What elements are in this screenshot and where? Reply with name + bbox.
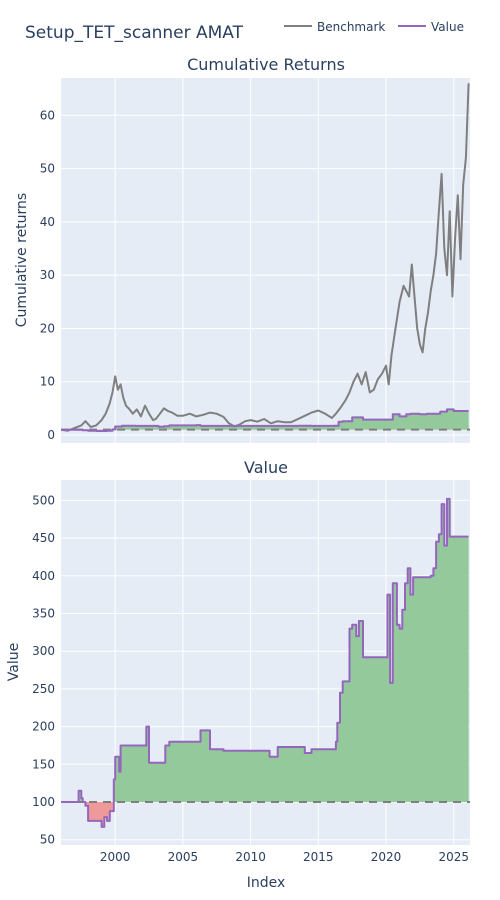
y-tick-label: 50 — [40, 833, 55, 847]
cumulative-returns-ylabel: Cumulative returns — [14, 193, 30, 327]
y-tick-label: 10 — [40, 375, 55, 389]
legend-value-label: Value — [431, 20, 464, 34]
x-tick-label: 2025 — [438, 850, 469, 864]
value-series-line — [61, 497, 469, 828]
y-tick-label: 450 — [32, 531, 55, 545]
legend: Benchmark Value — [284, 20, 464, 34]
value-series-line — [61, 408, 469, 432]
y-tick-label: 350 — [32, 606, 55, 620]
y-tick-label: 0 — [47, 428, 55, 442]
x-tick-label: 2015 — [303, 850, 334, 864]
y-tick-label: 150 — [32, 757, 55, 771]
legend-benchmark-label: Benchmark — [317, 20, 385, 34]
y-tick-label: 500 — [32, 493, 55, 507]
y-tick-label: 400 — [32, 569, 55, 583]
value-ylabel: Value — [6, 643, 22, 681]
figure-title: Setup_TET_scanner AMAT — [25, 23, 244, 43]
gain-area — [61, 498, 469, 803]
y-tick-label: 250 — [32, 682, 55, 696]
y-tick-label: 20 — [40, 321, 55, 335]
value-panel: 50 100 150 200 250 300 350 400 450 500 2000 2005 201… — [6, 458, 470, 891]
cumulative-returns-title: Cumulative Returns — [187, 55, 345, 74]
value-panel-title: Value — [244, 458, 288, 477]
value-ticks: 50 100 150 200 250 300 350 400 450 500 2000 2005 201… — [32, 493, 469, 864]
benchmark-series-line — [60, 83, 470, 432]
gain-area — [61, 409, 469, 430]
y-tick-label: 200 — [32, 720, 55, 734]
y-tick-label: 40 — [40, 215, 55, 229]
cumulative-returns-panel: 0 10 20 30 40 50 60 Cumulative Returns Cumulat… — [14, 55, 470, 443]
cumulative-returns-lines — [60, 83, 470, 432]
x-tick-label: 2010 — [235, 850, 266, 864]
y-tick-label: 100 — [32, 795, 55, 809]
x-axis-label: Index — [247, 875, 286, 891]
x-tick-label: 2000 — [100, 850, 131, 864]
cumulative-returns-ticks: 0 10 20 30 40 50 60 — [40, 108, 55, 442]
x-tick-label: 2020 — [371, 850, 402, 864]
x-tick-label: 2005 — [168, 850, 199, 864]
y-tick-label: 300 — [32, 644, 55, 658]
y-tick-label: 30 — [40, 268, 55, 282]
y-tick-label: 60 — [40, 108, 55, 122]
value-lines — [61, 497, 470, 828]
y-tick-label: 50 — [40, 162, 55, 176]
